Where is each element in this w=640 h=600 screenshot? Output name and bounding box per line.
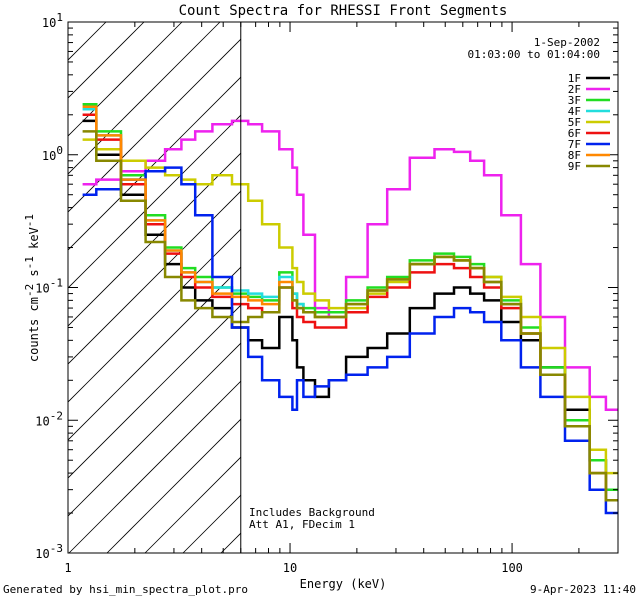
hatch-line bbox=[106, 418, 241, 553]
footer-timestamp: 9-Apr-2023 11:40 bbox=[530, 583, 636, 596]
x-tick-label: 10 bbox=[283, 561, 297, 575]
legend-label-9F: 9F bbox=[568, 160, 581, 173]
hatch-line bbox=[68, 190, 241, 365]
y-tick-label: 101 bbox=[42, 11, 63, 30]
series-3F bbox=[82, 103, 618, 491]
legend-label-7F: 7F bbox=[568, 138, 581, 151]
hatch-line bbox=[144, 456, 241, 553]
series-2F bbox=[82, 119, 618, 411]
legend-label-3F: 3F bbox=[568, 94, 581, 107]
hatch-line bbox=[68, 304, 241, 479]
x-tick-label: 100 bbox=[501, 561, 523, 575]
hatch-line bbox=[68, 38, 241, 213]
y-tick-label: 10-3 bbox=[35, 542, 63, 561]
series-1F bbox=[82, 119, 618, 491]
y-tick-label: 100 bbox=[42, 144, 63, 163]
legend-label-6F: 6F bbox=[568, 127, 581, 140]
plot-frame bbox=[67, 21, 619, 554]
y-tick-labels: 101 100 10-1 10-2 10-3 bbox=[35, 11, 63, 561]
y-tick-label: 10-2 bbox=[35, 409, 63, 428]
hatch-line bbox=[68, 152, 241, 327]
hatch-line bbox=[68, 380, 241, 553]
series-9F bbox=[82, 130, 618, 502]
annotation-attenuator: Att A1, FDecim 1 bbox=[249, 518, 355, 531]
hatch-line bbox=[68, 76, 241, 251]
y-axis-label: counts cm-2 s-1 keV-1 bbox=[23, 214, 41, 362]
series-layer bbox=[82, 103, 618, 515]
annotation-background: Includes Background bbox=[249, 506, 375, 519]
y-tick-label: 10-1 bbox=[35, 277, 63, 296]
legend-label-4F: 4F bbox=[568, 105, 581, 118]
legend-label-1F: 1F bbox=[568, 72, 581, 85]
series-5F bbox=[82, 138, 618, 475]
x-tick-labels: 1 10 100 bbox=[64, 561, 523, 575]
chart-title: Count Spectra for RHESSI Front Segments bbox=[179, 3, 508, 19]
legend-date: 1-Sep-2002 bbox=[534, 36, 600, 49]
hatch-line bbox=[68, 342, 241, 517]
legend-time-range: 01:03:00 to 01:04:00 bbox=[468, 48, 600, 61]
axis-ticks bbox=[67, 22, 619, 554]
footer-generated-by: Generated by hsi_min_spectra_plot.pro bbox=[3, 583, 249, 596]
shaded-region bbox=[68, 22, 241, 553]
legend-label-5F: 5F bbox=[568, 116, 581, 129]
series-7F bbox=[82, 166, 618, 515]
x-axis-label: Energy (keV) bbox=[300, 577, 387, 591]
legend-label-2F: 2F bbox=[568, 83, 581, 96]
legend-label-8F: 8F bbox=[568, 149, 581, 162]
x-tick-label: 1 bbox=[64, 561, 71, 575]
hatch-line bbox=[68, 22, 221, 175]
